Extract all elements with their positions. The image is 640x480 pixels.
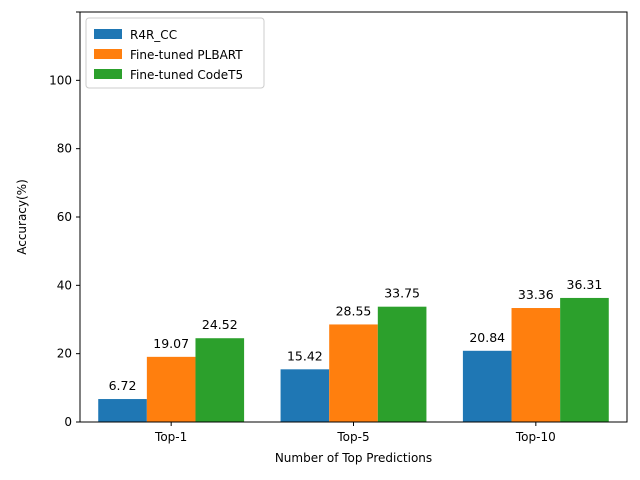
bar-value-label: 36.31 bbox=[567, 277, 603, 292]
x-axis: Top-1 Top-5 Top-10 bbox=[154, 422, 556, 444]
bar bbox=[195, 338, 245, 422]
plot-frame bbox=[79, 11, 628, 423]
data-labels-group: 6.72 19.07 24.52 15.42 28.55 33.75 20.84 33.36 3… bbox=[109, 277, 603, 393]
y-tick-label: 40 bbox=[57, 278, 72, 292]
x-tick-label: Top-10 bbox=[515, 430, 556, 444]
bar bbox=[462, 350, 512, 422]
legend-entry: Fine-tuned CodeT5 bbox=[130, 68, 243, 82]
y-tick-label: 60 bbox=[57, 210, 72, 224]
x-tick-label: Top-1 bbox=[154, 430, 187, 444]
y-axis-label: Accuracy(%) bbox=[15, 179, 29, 255]
x-tick-label: Top-5 bbox=[336, 430, 369, 444]
legend-swatch bbox=[94, 49, 122, 59]
legend: R4R_CC Fine-tuned PLBART Fine-tuned CodeT5 bbox=[85, 17, 265, 89]
bar-value-label: 19.07 bbox=[153, 336, 189, 351]
legend-entry: Fine-tuned PLBART bbox=[130, 48, 243, 62]
x-axis-label: Number of Top Predictions bbox=[275, 451, 432, 465]
legend-swatch bbox=[94, 29, 122, 39]
bar bbox=[560, 297, 609, 422]
bar-value-label: 33.75 bbox=[384, 286, 420, 301]
y-axis: 0 20 40 60 80 100 bbox=[49, 11, 80, 429]
y-tick-label: 80 bbox=[57, 142, 72, 156]
bar bbox=[329, 324, 378, 422]
bar bbox=[98, 399, 147, 422]
y-tick-label: 100 bbox=[49, 73, 72, 87]
bar-value-label: 15.42 bbox=[287, 348, 323, 363]
bar bbox=[146, 356, 196, 422]
y-tick-label: 0 bbox=[64, 415, 72, 429]
y-tick-label: 20 bbox=[57, 347, 72, 361]
bar bbox=[280, 369, 330, 422]
legend-box bbox=[85, 17, 265, 89]
bars-group bbox=[98, 297, 609, 422]
bar bbox=[511, 308, 561, 422]
legend-entry: R4R_CC bbox=[130, 28, 177, 42]
bar-value-label: 6.72 bbox=[109, 378, 137, 393]
bar bbox=[377, 306, 427, 422]
bar-value-label: 24.52 bbox=[202, 317, 238, 332]
legend-swatch bbox=[94, 69, 122, 79]
bar-value-label: 28.55 bbox=[336, 303, 372, 318]
bar-value-label: 20.84 bbox=[469, 330, 505, 345]
bar-value-label: 33.36 bbox=[518, 287, 554, 302]
